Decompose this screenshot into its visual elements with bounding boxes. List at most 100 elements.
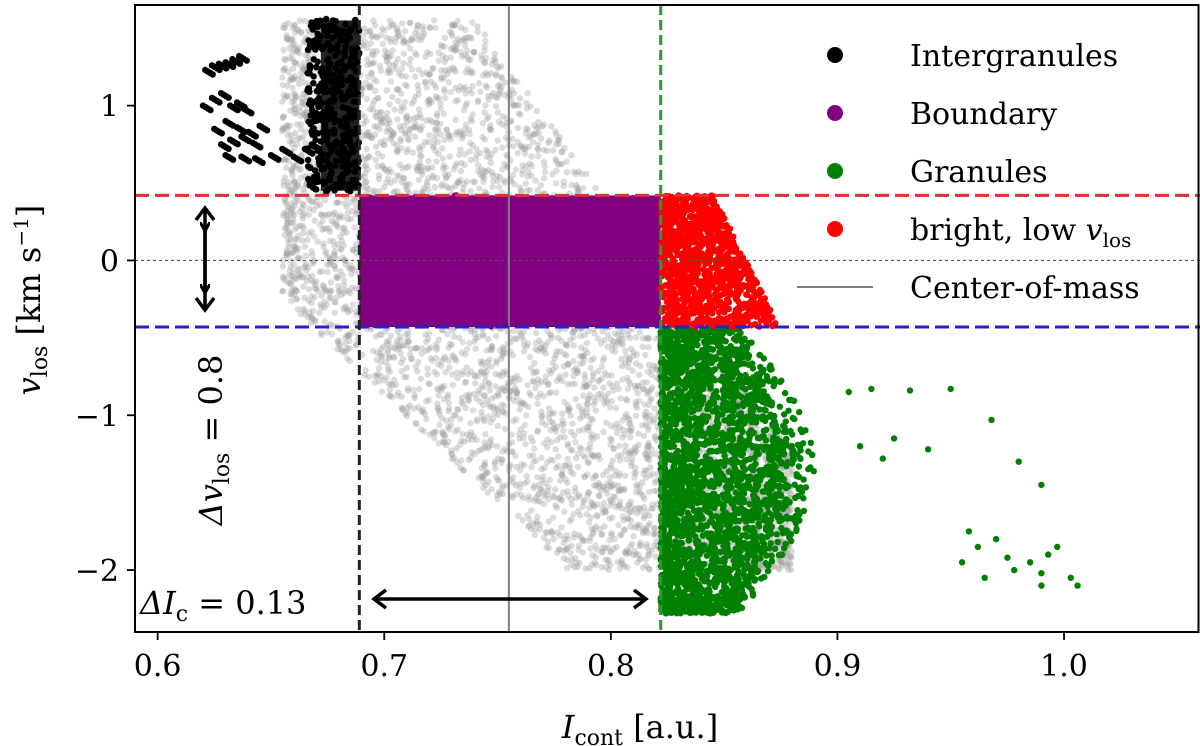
data-point-all: [351, 196, 358, 203]
data-point-all: [624, 515, 632, 522]
data-point-all: [483, 153, 490, 160]
data-point-all: [352, 202, 360, 209]
data-point-all: [535, 146, 542, 154]
data-point-all: [525, 496, 533, 503]
data-point-all: [428, 118, 436, 126]
data-point-all: [560, 178, 567, 186]
data-point-all: [753, 424, 760, 432]
data-point-all: [496, 89, 503, 96]
data-point-all: [552, 389, 560, 396]
data-point-all: [321, 197, 329, 204]
data-point-all: [459, 400, 467, 408]
data-point-all: [590, 401, 597, 408]
data-point-all: [552, 141, 560, 148]
data-point-all: [613, 420, 620, 427]
data-point-all: [637, 555, 644, 563]
data-point-all: [600, 354, 608, 361]
data-point-all: [326, 237, 334, 245]
data-point-all: [567, 412, 574, 419]
data-point-all: [611, 472, 619, 479]
data-point-all: [474, 98, 481, 106]
data-point-all: [450, 166, 457, 173]
data-point-all: [553, 549, 561, 556]
data-point-all: [408, 100, 416, 107]
data-point-all: [474, 23, 481, 30]
data-point-all: [496, 386, 504, 393]
data-point-all: [584, 492, 591, 499]
data-point-all: [339, 254, 346, 261]
data-point-all: [498, 75, 506, 82]
data-point-all: [449, 352, 456, 359]
data-point-all: [574, 369, 581, 377]
data-point-all: [520, 348, 528, 355]
data-point-all: [572, 396, 579, 403]
data-point-all: [438, 76, 445, 83]
data-point-all: [513, 416, 520, 423]
data-point-all: [588, 561, 596, 568]
data-point-all: [531, 122, 538, 129]
data-point-all: [523, 412, 530, 419]
data-point-all: [564, 440, 572, 448]
data-point-all: [609, 457, 616, 464]
data-point-all: [499, 490, 506, 498]
data-point-all: [549, 147, 557, 154]
data-point-all: [510, 327, 517, 335]
data-point-all: [461, 42, 469, 49]
data-point-all: [628, 427, 635, 435]
data-point-all: [580, 352, 588, 359]
data-point-all: [479, 120, 486, 127]
data-point-all: [447, 88, 454, 96]
data-point-all: [602, 556, 609, 563]
data-point-all: [413, 164, 420, 171]
data-point-all: [452, 412, 459, 419]
data-point-all: [400, 37, 408, 45]
data-point-all: [379, 163, 386, 171]
data-point-all: [431, 184, 439, 191]
data-point-all: [279, 81, 286, 89]
data-point-all: [389, 128, 396, 136]
data-point-all: [584, 328, 592, 335]
data-point-all: [626, 355, 633, 362]
data-point-all: [562, 340, 570, 348]
data-point-all: [393, 86, 401, 93]
data-point-all: [535, 152, 542, 160]
data-point-all: [572, 438, 579, 446]
data-point-all: [377, 67, 385, 74]
data-point-all: [408, 355, 416, 363]
data-point-all: [287, 290, 294, 298]
data-point-all: [541, 493, 548, 500]
data-point-all: [619, 341, 626, 349]
data-point-all: [537, 345, 544, 352]
data-point-all: [554, 161, 561, 168]
data-point-all: [422, 78, 429, 86]
data-point-all: [463, 364, 470, 371]
data-point-all: [570, 328, 577, 335]
data-point-all: [509, 135, 516, 142]
data-point-all: [645, 551, 652, 558]
data-point-all: [301, 310, 309, 318]
data-point-all: [510, 102, 518, 110]
data-point-all: [466, 148, 473, 155]
data-point-all: [453, 357, 460, 364]
data-point-all: [534, 400, 541, 407]
data-point-all: [502, 410, 509, 417]
data-point-all: [616, 442, 623, 449]
data-point-all: [563, 158, 570, 165]
data-point-all: [568, 380, 575, 387]
data-point-all: [433, 354, 440, 362]
data-point-all: [467, 69, 474, 77]
data-point-all: [429, 174, 436, 181]
data-point-all: [498, 384, 506, 392]
data-point-all: [286, 77, 293, 85]
data-point-all: [482, 378, 489, 385]
data-point-all: [280, 273, 287, 280]
data-point-all: [639, 385, 647, 393]
data-point-all: [474, 28, 481, 36]
data-point-all: [557, 477, 564, 484]
data-point-all: [639, 379, 646, 386]
data-point-all: [279, 114, 287, 121]
data-point-all: [554, 529, 561, 536]
data-point-all: [455, 178, 462, 185]
data-point-all: [651, 405, 658, 412]
data-point-all: [542, 421, 549, 428]
